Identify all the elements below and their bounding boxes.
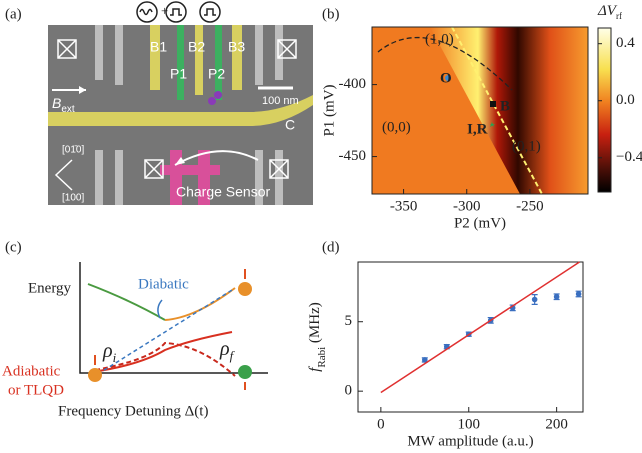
colorbar-tick-label: 0.0 — [616, 92, 635, 108]
panel-label: (d) — [322, 239, 340, 255]
panel-label: (a) — [5, 6, 22, 22]
panel-label: (b) — [322, 6, 340, 22]
gate-label: B2 — [188, 39, 205, 55]
data-point — [531, 296, 538, 303]
gate-label: P2 — [208, 66, 225, 82]
colorbar-label: ΔVrf — [597, 3, 622, 21]
data-point — [421, 357, 428, 363]
panel-label: (c) — [5, 239, 22, 255]
fit-line — [380, 261, 580, 394]
colorbar — [597, 27, 612, 193]
sensor-label: Charge Sensor — [176, 184, 271, 200]
annotation: I,R — [467, 121, 488, 137]
y-axis-label: fRabi (MHz) — [307, 302, 327, 372]
y-tick-label: -400 — [339, 76, 367, 92]
rho-f: ρf — [219, 338, 236, 364]
rho-sub: f — [230, 348, 236, 363]
direction-label: [100] — [62, 193, 84, 204]
x-axis-label: Frequency Detuning Δ(t) — [58, 403, 208, 419]
y-tick-label: 0 — [345, 383, 353, 399]
x-tick-label: -300 — [453, 198, 481, 214]
x-tick-label: 200 — [545, 416, 568, 432]
label-main: ΔV — [597, 3, 618, 19]
diabatic-label: Diabatic — [138, 276, 189, 292]
scale-bar-label: 100 nm — [262, 95, 299, 107]
adiabatic-label: or TLQD — [8, 382, 64, 398]
label-rest: (MHz) — [307, 302, 323, 347]
label-sub: rf — [616, 11, 622, 21]
annotation: O — [440, 70, 452, 86]
annotation: (0,0) — [382, 119, 411, 135]
plot-frame — [371, 26, 589, 195]
y-axis-label: Energy — [28, 280, 72, 296]
x-tick-label: -350 — [390, 198, 418, 214]
rho-main: ρ — [102, 340, 113, 362]
rho-i: ρi — [102, 340, 117, 366]
y-tick-label: 5 — [345, 313, 353, 329]
adiabatic-label: Adiabatic — [2, 363, 61, 379]
gate-label: B1 — [150, 39, 167, 55]
data-point — [553, 293, 560, 300]
sem-image: + — [48, 1, 313, 205]
gate-label: P1 — [170, 66, 187, 82]
x-axis-label: P2 (mV) — [454, 215, 506, 231]
label-sub: Rabi — [316, 347, 328, 368]
heatmap-image — [372, 27, 588, 194]
field-label: Bext — [52, 95, 75, 115]
colorbar-tick-label: 0.4 — [616, 35, 635, 51]
x-axis-label: MW amplitude (a.u.) — [407, 433, 533, 449]
rho-sub: i — [113, 350, 117, 365]
plus: + — [161, 3, 168, 18]
data-point — [575, 291, 582, 297]
x-tick-label: 0 — [377, 416, 385, 432]
direction-label: [01̄0] — [62, 145, 84, 156]
rho-main: ρ — [219, 338, 230, 360]
annotation: (1,0) — [425, 31, 454, 47]
channel-label: C — [285, 117, 295, 133]
energy-diagram — [79, 262, 268, 390]
plot-frame — [357, 261, 584, 413]
gate-label: B3 — [228, 39, 245, 55]
colorbar-tick-label: −0.4 — [616, 149, 642, 165]
annotation: B — [500, 98, 510, 114]
y-axis-label: P1 (mV) — [321, 84, 337, 136]
x-tick-label: 100 — [457, 416, 480, 432]
field-main: B — [52, 95, 61, 111]
label-main: f — [307, 366, 323, 372]
annotation: (0,1) — [512, 138, 541, 154]
x-tick-label: -250 — [516, 198, 544, 214]
y-tick-label: -450 — [339, 148, 367, 164]
field-sub: ext — [61, 104, 75, 115]
